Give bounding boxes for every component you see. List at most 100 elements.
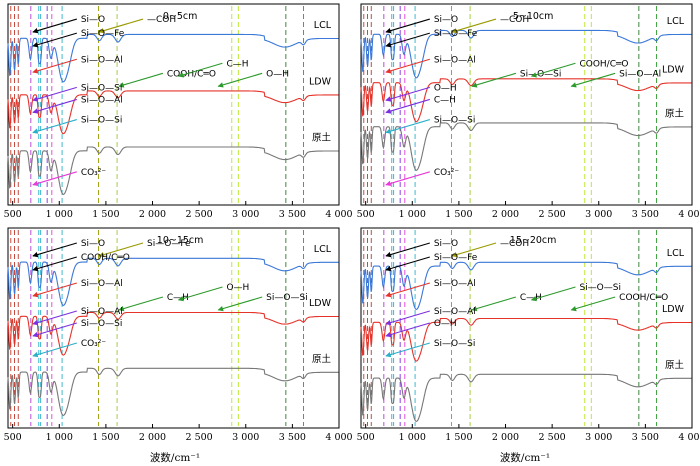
annotation-arrow <box>32 310 77 326</box>
x-tick-label: 3 000 <box>232 432 259 443</box>
annotation-label: O—H <box>434 319 457 329</box>
annotation-arrow <box>32 322 77 338</box>
x-tick-label: 1 500 <box>445 432 472 443</box>
annotation-arrow <box>385 58 430 74</box>
x-tick-label: 3 500 <box>632 432 659 443</box>
annotation-arrow <box>385 171 430 187</box>
x-tick-label: 3 000 <box>585 432 612 443</box>
annotation-label: Si—O—Si <box>81 319 123 329</box>
trace-lcl <box>360 29 692 79</box>
annotation-arrow <box>385 18 430 34</box>
panel-1: LCL LDW 原土 0~5cm 500 1 000 1 500 2 000 2 500 3 00… <box>4 3 353 220</box>
annotation-label: CO₃²⁻ <box>434 168 460 178</box>
annotation-label: Si—O <box>81 239 105 249</box>
trace-raw <box>360 122 692 171</box>
x-tick-label: 2 000 <box>492 209 519 220</box>
annotation-label: —COH <box>500 239 529 249</box>
annotation-arrow <box>32 171 77 187</box>
x-tick-label: 3 000 <box>585 209 612 220</box>
series-label-lcl: LCL <box>667 16 685 27</box>
x-tick-label: 2 500 <box>539 432 566 443</box>
x-tick-label: 2 500 <box>186 209 213 220</box>
annotation-arrow <box>385 310 430 326</box>
annotation-label: Si—O—Si <box>81 83 123 93</box>
x-tick-label: 1 000 <box>46 209 73 220</box>
x-axis-label-right: 波数/cm⁻¹ <box>500 451 550 464</box>
annotation-label: Si—O—Si <box>434 339 476 349</box>
annotation-arrow <box>385 322 430 338</box>
annotation-label: Si—O—Si <box>520 69 562 79</box>
annotation-label: CO₃²⁻ <box>81 168 107 178</box>
annotation-label: C—H <box>167 293 189 303</box>
annotation-label: COOH/C═O <box>167 69 216 79</box>
annotation-label: —COH <box>147 15 176 25</box>
annotation-label: Si—O—Al <box>434 55 476 65</box>
annotation-label: Si—O—Fe <box>81 29 125 39</box>
x-tick-label: 2 500 <box>186 432 213 443</box>
x-tick-label: 4 000 <box>678 432 700 443</box>
x-tick-label: 3 500 <box>279 209 306 220</box>
series-label-ldw: LDW <box>309 76 332 87</box>
x-tick-label: 2 000 <box>139 209 166 220</box>
x-tick-label: 500 <box>4 209 22 220</box>
annotation-arrow <box>471 296 517 312</box>
annotation-arrow <box>177 286 223 302</box>
annotation-arrow <box>451 242 497 258</box>
annotation-arrow <box>385 242 430 258</box>
annotation-label: Si—O—Al <box>434 279 476 289</box>
trace-lcl <box>360 261 692 310</box>
trace-ldw <box>360 78 692 123</box>
annotation-label: Si—O—Si <box>266 293 308 303</box>
annotation-label: COOH/C═O <box>619 293 668 303</box>
series-label-raw: 原土 <box>312 353 332 365</box>
x-tick-label: 1 500 <box>92 209 119 220</box>
x-tick-label: 2 000 <box>139 432 166 443</box>
x-tick-label: 500 <box>357 432 375 443</box>
annotation-label: Si—O—Fe <box>147 239 191 249</box>
x-tick-label: 500 <box>357 209 375 220</box>
annotation-label: Si—O <box>81 15 105 25</box>
series-label-raw: 原土 <box>312 132 332 144</box>
x-tick-label: 4 000 <box>325 209 352 220</box>
annotation-label: CO₃²⁻ <box>81 339 107 349</box>
panel-3: LCL LDW 原土 10~15cm 500 1 000 1 500 2 000 2 500 3 … <box>4 227 353 443</box>
annotation-arrow <box>217 72 263 88</box>
annotation-label: Si—O—Al <box>81 95 123 105</box>
annotation-arrow <box>385 32 430 48</box>
series-label-ldw: LDW <box>662 304 685 315</box>
trace-raw <box>7 146 339 195</box>
panel-title: 0~5cm <box>163 11 198 22</box>
annotation-label: O—H <box>266 69 289 79</box>
x-tick-label: 3 000 <box>232 209 259 220</box>
annotation-label: C—H <box>434 95 456 105</box>
annotation-arrow <box>118 72 164 88</box>
series-label-lcl: LCL <box>667 248 685 259</box>
x-tick-label: 3 500 <box>632 209 659 220</box>
x-tick-label: 1 500 <box>445 209 472 220</box>
annotation-label: Si—O—Al <box>81 307 123 317</box>
x-tick-label: 1 500 <box>92 432 119 443</box>
panel-title: 10~15cm <box>157 235 204 246</box>
series-label-lcl: LCL <box>314 244 332 255</box>
x-tick-label: 4 000 <box>325 432 352 443</box>
annotation-label: COOH/C═O <box>81 253 130 263</box>
x-tick-label: 4 000 <box>678 209 700 220</box>
x-tick-label: 1 000 <box>399 209 426 220</box>
annotation-arrow <box>385 342 430 358</box>
annotation-arrow <box>32 86 77 102</box>
annotation-label: Si—O—Fe <box>434 29 478 39</box>
annotation-arrow <box>98 242 144 258</box>
annotation-label: Si—O—Al <box>619 69 661 79</box>
annotation-arrow <box>217 296 263 312</box>
annotation-arrow <box>32 32 77 48</box>
annotation-label: O—H <box>434 83 457 93</box>
annotation-arrow <box>32 242 77 258</box>
plot-frame <box>360 3 693 206</box>
series-label-raw: 原土 <box>665 359 685 371</box>
annotation-arrow <box>570 72 616 88</box>
trace-ldw <box>360 317 692 362</box>
annotation-label: —COH <box>500 15 529 25</box>
annotation-arrow <box>32 98 77 114</box>
annotation-label: Si—O <box>434 239 458 249</box>
